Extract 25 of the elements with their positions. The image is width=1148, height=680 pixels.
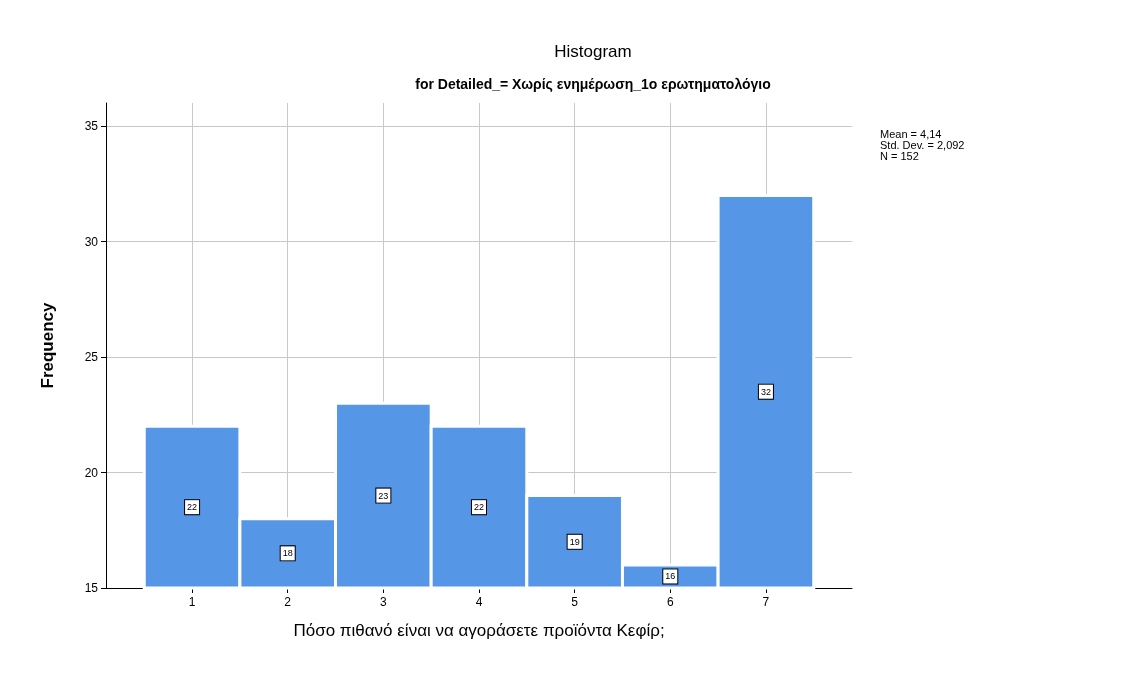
x-tick-label: 2	[284, 595, 292, 609]
x-tick-label: 1	[188, 595, 196, 609]
x-tick-label: 4	[475, 595, 483, 609]
chart-title: Histogram	[554, 42, 632, 61]
data-label: 16	[665, 571, 676, 582]
data-label: 18	[282, 548, 293, 559]
x-axis-title: Πόσο πιθανό είναι να αγοράσετε προϊόντα Κεφίρ;	[293, 621, 665, 640]
chart-subtitle: for Detailed_= Χωρίς ενημέρωση_1ο ερωτηματολόγιο	[415, 76, 771, 92]
y-tick-label: 20	[84, 465, 99, 480]
text: N = 152	[880, 149, 919, 162]
text: Mean = 4,14	[880, 127, 942, 140]
x-tick-label: 6	[666, 595, 674, 609]
data-label: 19	[569, 536, 580, 547]
y-tick-label: 15	[84, 581, 99, 595]
x-tick-label: 7	[762, 595, 770, 609]
data-label: 23	[378, 490, 389, 501]
data-label: 32	[760, 386, 771, 397]
y-tick-label: 30	[84, 234, 99, 249]
y-tick-label: 25	[84, 350, 99, 365]
data-label: 22	[187, 502, 198, 513]
x-tick-label: 5	[571, 595, 579, 609]
y-tick-label: 35	[84, 119, 99, 134]
y-axis-title: Frequency	[38, 301, 57, 389]
x-tick-label: 3	[380, 595, 388, 609]
data-label: 22	[473, 502, 485, 513]
